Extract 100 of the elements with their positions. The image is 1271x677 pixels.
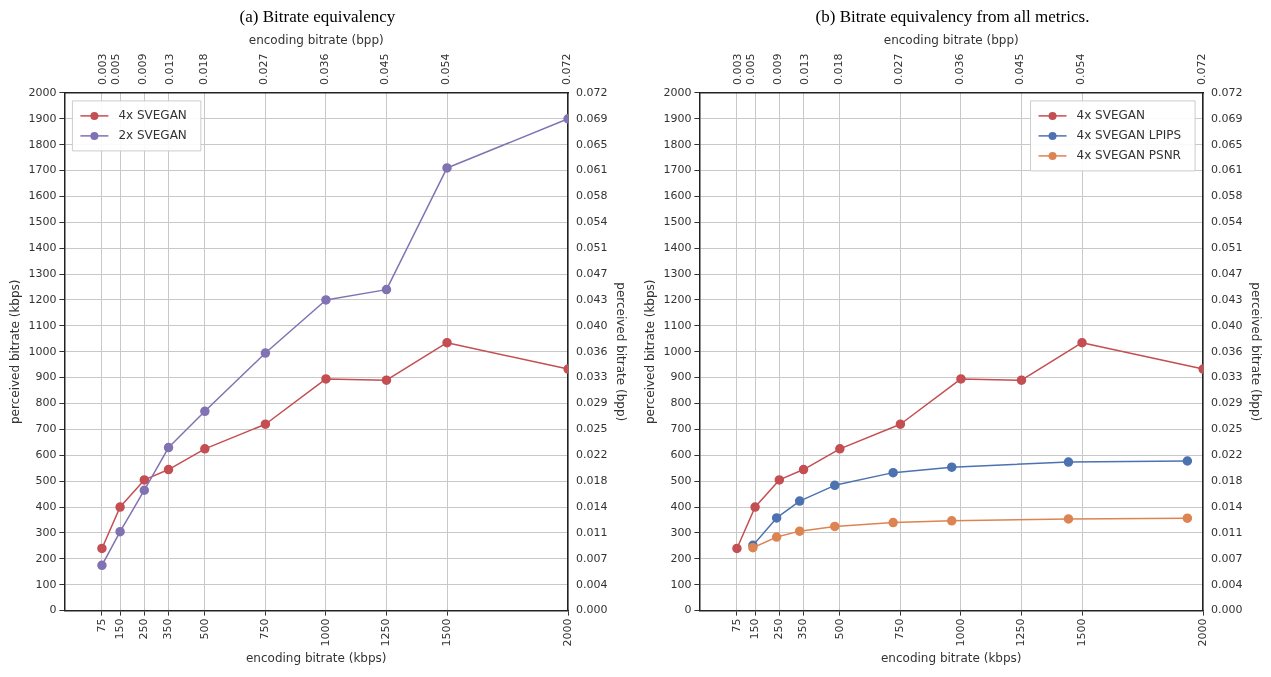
- y-tick-label: 200: [34, 551, 56, 565]
- y-axis-title: perceived bitrate (kbps): [642, 279, 657, 425]
- point: [887, 467, 898, 478]
- point: [829, 480, 840, 491]
- y2-tick-label: 0.018: [575, 474, 608, 488]
- x2-tick-label: 0.003: [95, 53, 109, 85]
- x-tick-label: 2000: [1195, 618, 1209, 647]
- point: [1076, 337, 1087, 348]
- y-tick-label: 1900: [662, 111, 691, 125]
- y-tick-label: 0: [48, 603, 56, 617]
- point: [771, 513, 781, 523]
- y-tick-label: 1400: [662, 241, 691, 255]
- point: [441, 337, 452, 348]
- y2-tick-label: 0.033: [575, 370, 608, 384]
- y-tick-label: 400: [669, 499, 691, 513]
- y-tick-label: 800: [669, 396, 691, 410]
- x-tick-label: 1000: [953, 618, 967, 647]
- point: [829, 521, 840, 532]
- x2-tick-label: 0.036: [317, 53, 331, 85]
- y2-tick-label: 0.047: [575, 266, 608, 280]
- x-axis-title: encoding bitrate (kbps): [245, 650, 387, 665]
- point: [163, 442, 173, 453]
- y-tick-label: 1500: [662, 215, 691, 229]
- y-tick-label: 500: [669, 474, 691, 488]
- y2-tick-label: 0.011: [575, 525, 608, 539]
- x2-tick-label: 0.045: [377, 53, 391, 85]
- x2-tick-label: 0.013: [797, 53, 811, 85]
- y2-tick-label: 0.043: [575, 292, 608, 306]
- x-tick-label: 350: [795, 618, 809, 640]
- point: [834, 444, 845, 454]
- y2-tick-label: 0.061: [575, 163, 608, 177]
- x-tick-label: 1250: [1013, 618, 1027, 647]
- y2-tick-label: 0.022: [575, 448, 608, 462]
- x2-tick-label: 0.005: [108, 53, 122, 85]
- point: [794, 496, 804, 506]
- point: [1182, 456, 1192, 466]
- y-tick-label: 1300: [27, 266, 56, 280]
- legend-label: 4x SVEGAN: [1076, 108, 1145, 123]
- x2-tick-label: 0.036: [952, 53, 966, 85]
- y2-tick-label: 0.058: [1210, 189, 1243, 203]
- x-tick-label: 150: [112, 618, 126, 640]
- legend-label: 4x SVEGAN: [117, 108, 187, 123]
- y2-tick-label: 0.054: [1210, 215, 1243, 229]
- point: [946, 462, 956, 472]
- y-tick-label: 100: [669, 577, 691, 591]
- y-tick-label: 700: [34, 422, 56, 436]
- y-tick-label: 1400: [27, 241, 56, 255]
- x2-tick-label: 0.003: [730, 53, 744, 85]
- x2-tick-label: 0.027: [256, 53, 270, 85]
- y2-tick-label: 0.000: [575, 603, 608, 617]
- y-tick-label: 0: [683, 603, 691, 617]
- point: [1182, 513, 1192, 523]
- y-tick-label: 1200: [27, 292, 56, 306]
- point: [1063, 514, 1073, 524]
- x-tick-label: 150: [747, 618, 761, 640]
- x-tick-label: 250: [771, 618, 785, 640]
- x-tick-label: 500: [197, 618, 211, 640]
- y2-tick-label: 0.025: [575, 422, 608, 436]
- y2-tick-label: 0.004: [575, 577, 608, 591]
- y-tick-label: 900: [34, 370, 56, 384]
- chart-title: (b) Bitrate equivalency from all metrics.: [815, 6, 1090, 28]
- y2-tick-label: 0.072: [1210, 85, 1243, 99]
- y-tick-label: 1300: [662, 266, 691, 280]
- legend-label: 4x SVEGAN PSNR: [1076, 148, 1181, 163]
- point: [731, 543, 742, 554]
- y2-tick-label: 0.061: [1210, 163, 1243, 177]
- x2-axis-title: encoding bitrate (bpp): [883, 33, 1019, 48]
- y-tick-label: 1100: [662, 318, 691, 332]
- point: [163, 464, 173, 475]
- y2-tick-label: 0.058: [575, 189, 608, 203]
- point: [955, 374, 966, 384]
- x-tick-label: 1500: [439, 618, 453, 647]
- x2-tick-label: 0.018: [831, 53, 845, 85]
- x-tick-label: 500: [832, 618, 846, 640]
- x2-tick-label: 0.054: [1073, 53, 1087, 85]
- y-tick-label: 1200: [662, 292, 691, 306]
- point: [114, 502, 125, 512]
- y2-tick-label: 0.040: [1210, 318, 1243, 332]
- y2-axis-title: perceived bitrate (bpp): [1248, 282, 1263, 422]
- y-tick-label: 100: [34, 577, 56, 591]
- y2-tick-label: 0.000: [1210, 603, 1243, 617]
- legend-label: 4x SVEGAN LPIPS: [1076, 128, 1181, 143]
- point: [749, 502, 760, 512]
- y2-tick-label: 0.051: [1210, 241, 1243, 255]
- y-tick-label: 1000: [27, 344, 56, 358]
- y-tick-label: 1100: [27, 318, 56, 332]
- y-tick-label: 900: [669, 370, 691, 384]
- y-tick-label: 1700: [27, 163, 56, 177]
- x-tick-label: 750: [257, 618, 271, 640]
- x-tick-label: 250: [136, 618, 150, 640]
- point: [381, 375, 391, 385]
- y-tick-label: 1600: [662, 189, 691, 203]
- legend-label: 2x SVEGAN: [117, 128, 187, 143]
- y-tick-label: 400: [34, 499, 56, 513]
- y-tick-label: 1600: [27, 189, 56, 203]
- y-tick-label: 1000: [662, 344, 691, 358]
- x-tick-label: 350: [160, 618, 174, 640]
- y-tick-label: 1500: [27, 215, 56, 229]
- x2-axis-title: encoding bitrate (bpp): [248, 33, 384, 48]
- y2-axis-title: perceived bitrate (bpp): [613, 282, 628, 422]
